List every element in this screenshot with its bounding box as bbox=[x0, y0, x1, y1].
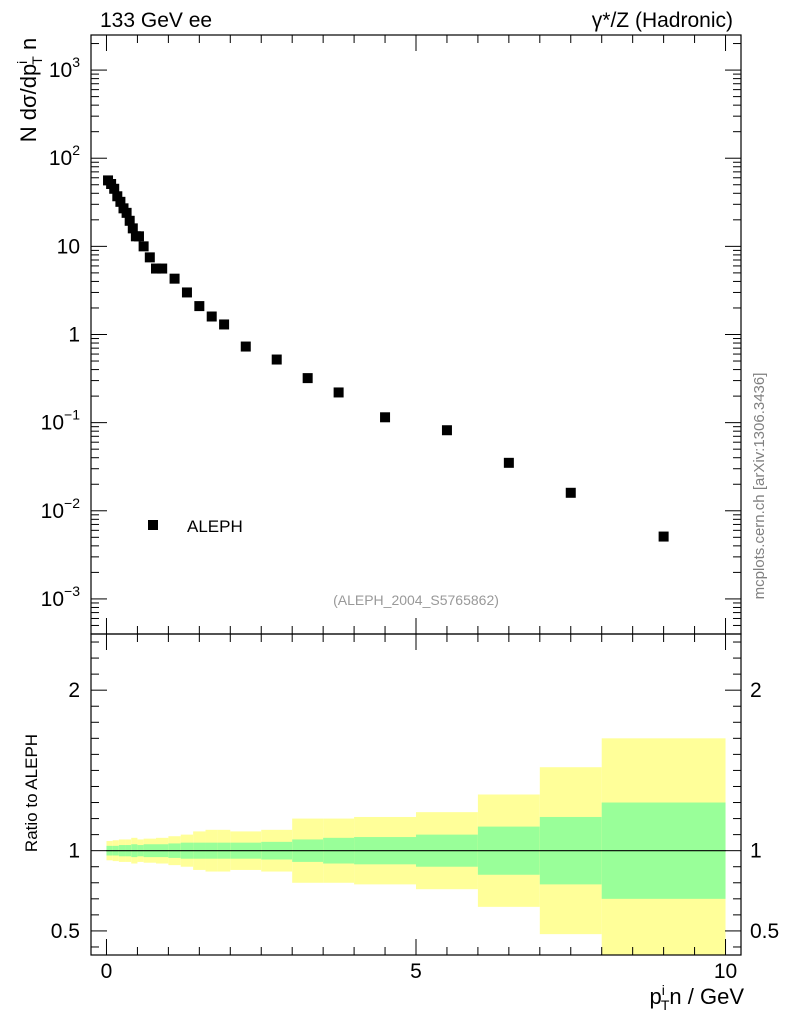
data-point-16 bbox=[181, 287, 192, 298]
data-point-15 bbox=[169, 273, 180, 284]
data-point-22 bbox=[302, 373, 313, 384]
y-tick-label-main-5: 10−2 bbox=[41, 495, 81, 523]
watermark: mcplots.cern.ch [arXiv:1306.3436] bbox=[751, 373, 768, 600]
y-tick-label-ratio-right-2: 2 bbox=[750, 679, 762, 702]
y-tick-label-main-1: 102 bbox=[49, 142, 80, 170]
data-point-6 bbox=[121, 207, 132, 218]
data-point-21 bbox=[271, 354, 282, 365]
y-axis-title-ratio: Ratio to ALEPH bbox=[22, 734, 41, 852]
data-point-26 bbox=[503, 457, 514, 468]
data-point-20 bbox=[240, 341, 251, 352]
x-tick-label-0: 0 bbox=[101, 960, 113, 983]
data-point-27 bbox=[565, 487, 576, 498]
y-tick-label-main-0: 103 bbox=[49, 54, 80, 82]
y-tick-label-ratio-left-2: 2 bbox=[68, 679, 80, 702]
data-point-10 bbox=[133, 231, 144, 242]
data-point-4 bbox=[115, 196, 126, 207]
legend-marker bbox=[148, 520, 158, 530]
data-point-18 bbox=[206, 311, 217, 322]
x-tick-label-2: 10 bbox=[714, 960, 737, 983]
data-point-17 bbox=[194, 301, 205, 312]
data-point-11 bbox=[138, 241, 149, 252]
y-tick-label-ratio-left-0: 0.5 bbox=[51, 920, 80, 943]
y-tick-label-main-4: 10−1 bbox=[41, 407, 81, 435]
x-axis-title: pi Tn / GeV bbox=[649, 982, 744, 1013]
x-tick-label-1: 5 bbox=[410, 960, 422, 983]
y-tick-label-main-6: 10−3 bbox=[41, 583, 81, 611]
y-tick-label-main-3: 1 bbox=[68, 324, 80, 347]
plot-title-left: 133 GeV ee bbox=[100, 9, 212, 32]
data-point-7 bbox=[124, 215, 135, 226]
ratio-bands bbox=[106, 738, 726, 955]
axis-ticks bbox=[91, 35, 741, 955]
main-panel-frame bbox=[90, 34, 742, 635]
data-point-25 bbox=[441, 425, 452, 436]
data-point-2 bbox=[109, 183, 120, 194]
data-point-12 bbox=[144, 252, 155, 263]
plot-title-right: γ*/Z (Hadronic) bbox=[592, 9, 733, 32]
legend-label: ALEPH bbox=[187, 517, 243, 536]
data-point-14 bbox=[157, 263, 168, 274]
y-tick-label-ratio-left-1: 1 bbox=[68, 840, 80, 863]
analysis-id: (ALEPH_2004_S5765862) bbox=[333, 592, 499, 608]
y-axis-title-main: N dσ/dpiT n bbox=[14, 38, 45, 142]
data-point-19 bbox=[219, 319, 230, 330]
y-tick-label-main-2: 10 bbox=[57, 235, 80, 258]
data-point-13 bbox=[151, 263, 161, 274]
data-point-8 bbox=[127, 223, 138, 234]
data-point-28 bbox=[658, 531, 669, 542]
data-point-24 bbox=[380, 412, 391, 423]
data-point-23 bbox=[333, 387, 344, 398]
y-tick-label-ratio-right-0: 0.5 bbox=[750, 920, 779, 943]
aleph-markers bbox=[103, 175, 669, 542]
y-tick-label-ratio-right-1: 1 bbox=[750, 840, 762, 863]
data-point-3 bbox=[112, 191, 123, 202]
